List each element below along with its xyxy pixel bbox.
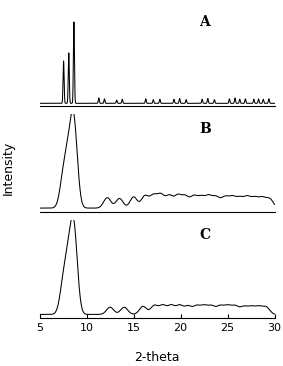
Text: B: B <box>199 122 211 135</box>
Text: 2-theta: 2-theta <box>134 351 180 364</box>
Text: Intensity: Intensity <box>2 141 15 195</box>
Text: A: A <box>199 15 210 29</box>
Text: C: C <box>199 228 211 242</box>
